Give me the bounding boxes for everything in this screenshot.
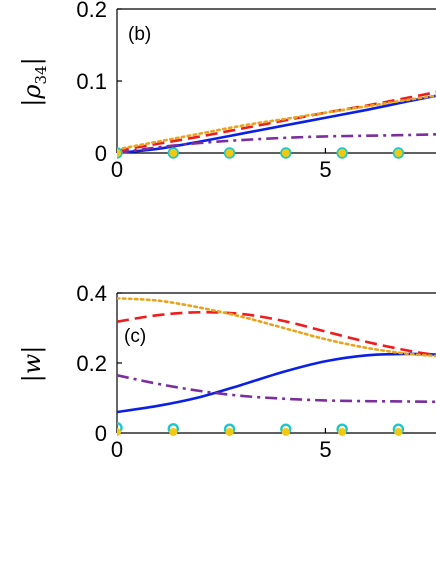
filled-dot-marker <box>281 427 290 436</box>
filled-dot-marker <box>281 149 290 157</box>
panel-label: (b) <box>128 24 151 45</box>
panel-label: (c) <box>124 326 146 347</box>
panel-b-rho34: 0 0.1 0.2 0 5 (b) |ρ34| <box>18 0 436 182</box>
open-circle-marker <box>223 147 236 159</box>
open-circle-marker <box>280 147 292 159</box>
dashed-series-line <box>117 90 436 153</box>
open-circle-marker <box>117 422 123 434</box>
x-tick-label: 5 <box>319 157 331 182</box>
x-tick-label: 0 <box>111 437 123 462</box>
y-tick-label: 0.2 <box>76 351 107 376</box>
x-tick-label: 0 <box>111 157 123 182</box>
filled-dot-marker <box>169 149 178 157</box>
dotted-series-line <box>117 296 436 358</box>
x-tick-label: 5 <box>319 437 331 462</box>
y-tick-label: 0.4 <box>76 281 107 306</box>
solid-series-line <box>117 94 436 155</box>
dashdot-series-line <box>117 133 436 155</box>
solid-series-line <box>117 352 436 414</box>
open-circle-marker <box>117 147 123 159</box>
open-circle-marker <box>392 147 405 159</box>
y-tick-label: 0 <box>95 421 107 446</box>
y-tick-label: 0 <box>95 141 107 166</box>
open-circle-marker <box>167 147 179 159</box>
filled-dot-marker <box>394 427 403 436</box>
y-tick-label: 0.2 <box>76 0 107 22</box>
y-axis-label: |w| <box>18 346 47 383</box>
filled-dot-marker <box>225 427 234 436</box>
filled-dot-marker <box>338 427 347 436</box>
filled-dot-marker <box>117 427 121 436</box>
filled-dot-marker <box>225 149 234 157</box>
filled-dot-marker <box>394 149 403 157</box>
filled-dot-marker <box>169 427 178 436</box>
y-tick-label: 0.1 <box>76 69 107 94</box>
dashed-series-line <box>117 310 436 357</box>
panel-c-w: 0 0.2 0.4 0 5 (c) |w| <box>18 281 436 462</box>
filled-dot-marker <box>117 149 121 157</box>
y-axis-label: |ρ34| <box>18 57 50 106</box>
open-circle-marker <box>336 147 348 159</box>
dotted-series-line <box>117 94 436 151</box>
dashdot-series-line <box>117 373 436 404</box>
filled-dot-marker <box>338 149 347 157</box>
